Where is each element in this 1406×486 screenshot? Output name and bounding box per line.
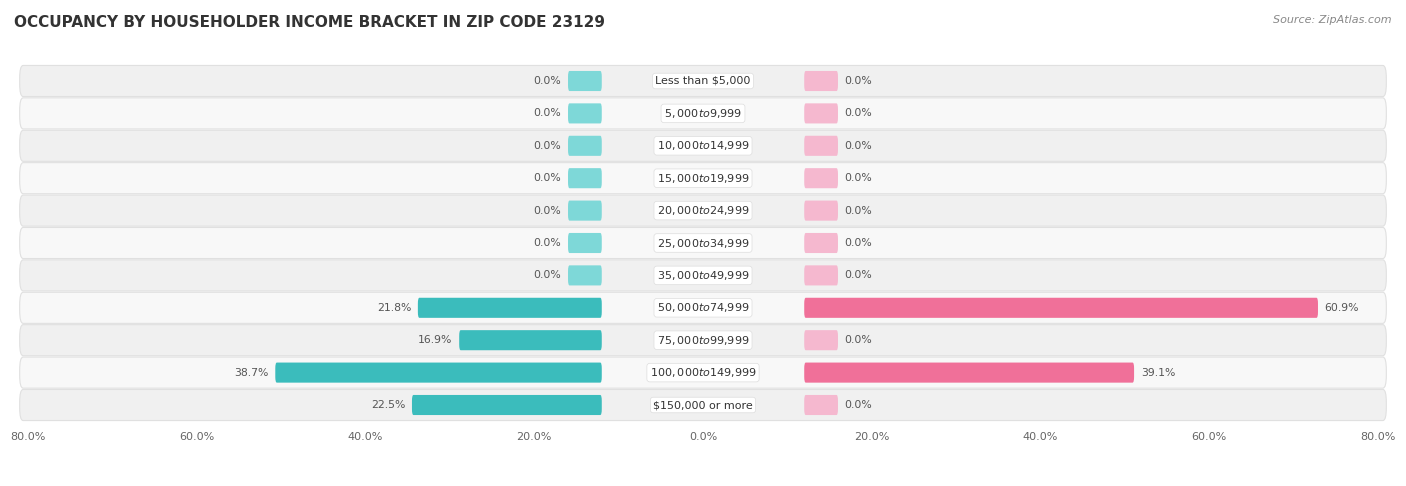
- Text: $10,000 to $14,999: $10,000 to $14,999: [657, 139, 749, 152]
- Text: Less than $5,000: Less than $5,000: [655, 76, 751, 86]
- Text: 0.0%: 0.0%: [845, 76, 873, 86]
- Text: 0.0%: 0.0%: [845, 108, 873, 119]
- FancyBboxPatch shape: [20, 389, 1386, 420]
- Text: 21.8%: 21.8%: [377, 303, 411, 313]
- FancyBboxPatch shape: [804, 298, 1317, 318]
- Text: $25,000 to $34,999: $25,000 to $34,999: [657, 237, 749, 249]
- Text: OCCUPANCY BY HOUSEHOLDER INCOME BRACKET IN ZIP CODE 23129: OCCUPANCY BY HOUSEHOLDER INCOME BRACKET …: [14, 15, 605, 30]
- FancyBboxPatch shape: [568, 265, 602, 285]
- FancyBboxPatch shape: [20, 195, 1386, 226]
- Legend: Owner-occupied, Renter-occupied: Owner-occupied, Renter-occupied: [581, 484, 825, 486]
- Text: 0.0%: 0.0%: [845, 400, 873, 410]
- FancyBboxPatch shape: [804, 265, 838, 285]
- FancyBboxPatch shape: [276, 363, 602, 382]
- Text: $75,000 to $99,999: $75,000 to $99,999: [657, 334, 749, 347]
- FancyBboxPatch shape: [20, 325, 1386, 356]
- FancyBboxPatch shape: [804, 136, 838, 156]
- Text: 0.0%: 0.0%: [533, 173, 561, 183]
- FancyBboxPatch shape: [20, 130, 1386, 161]
- Text: 0.0%: 0.0%: [845, 173, 873, 183]
- FancyBboxPatch shape: [20, 163, 1386, 194]
- FancyBboxPatch shape: [20, 292, 1386, 323]
- Text: 60.9%: 60.9%: [1324, 303, 1360, 313]
- Text: 0.0%: 0.0%: [533, 141, 561, 151]
- FancyBboxPatch shape: [804, 168, 838, 188]
- Text: $5,000 to $9,999: $5,000 to $9,999: [664, 107, 742, 120]
- Text: 16.9%: 16.9%: [418, 335, 453, 345]
- FancyBboxPatch shape: [418, 298, 602, 318]
- FancyBboxPatch shape: [460, 330, 602, 350]
- Text: 22.5%: 22.5%: [371, 400, 405, 410]
- Text: $35,000 to $49,999: $35,000 to $49,999: [657, 269, 749, 282]
- FancyBboxPatch shape: [20, 66, 1386, 97]
- FancyBboxPatch shape: [804, 395, 838, 415]
- Text: 0.0%: 0.0%: [533, 270, 561, 280]
- Text: $100,000 to $149,999: $100,000 to $149,999: [650, 366, 756, 379]
- Text: 0.0%: 0.0%: [845, 141, 873, 151]
- Text: 0.0%: 0.0%: [533, 238, 561, 248]
- Text: 0.0%: 0.0%: [845, 206, 873, 216]
- Text: Source: ZipAtlas.com: Source: ZipAtlas.com: [1274, 15, 1392, 25]
- FancyBboxPatch shape: [804, 330, 838, 350]
- FancyBboxPatch shape: [20, 98, 1386, 129]
- Text: 0.0%: 0.0%: [533, 76, 561, 86]
- FancyBboxPatch shape: [20, 260, 1386, 291]
- Text: $150,000 or more: $150,000 or more: [654, 400, 752, 410]
- FancyBboxPatch shape: [568, 233, 602, 253]
- Text: 0.0%: 0.0%: [845, 270, 873, 280]
- Text: 39.1%: 39.1%: [1140, 367, 1175, 378]
- FancyBboxPatch shape: [20, 227, 1386, 259]
- Text: $20,000 to $24,999: $20,000 to $24,999: [657, 204, 749, 217]
- Text: 0.0%: 0.0%: [533, 108, 561, 119]
- FancyBboxPatch shape: [568, 201, 602, 221]
- FancyBboxPatch shape: [804, 363, 1135, 382]
- FancyBboxPatch shape: [568, 71, 602, 91]
- FancyBboxPatch shape: [804, 233, 838, 253]
- FancyBboxPatch shape: [568, 168, 602, 188]
- Text: $15,000 to $19,999: $15,000 to $19,999: [657, 172, 749, 185]
- Text: 0.0%: 0.0%: [533, 206, 561, 216]
- Text: 38.7%: 38.7%: [235, 367, 269, 378]
- Text: 0.0%: 0.0%: [845, 335, 873, 345]
- Text: 0.0%: 0.0%: [845, 238, 873, 248]
- Text: $50,000 to $74,999: $50,000 to $74,999: [657, 301, 749, 314]
- FancyBboxPatch shape: [412, 395, 602, 415]
- FancyBboxPatch shape: [20, 357, 1386, 388]
- FancyBboxPatch shape: [568, 136, 602, 156]
- FancyBboxPatch shape: [568, 104, 602, 123]
- FancyBboxPatch shape: [804, 201, 838, 221]
- FancyBboxPatch shape: [804, 71, 838, 91]
- FancyBboxPatch shape: [804, 104, 838, 123]
